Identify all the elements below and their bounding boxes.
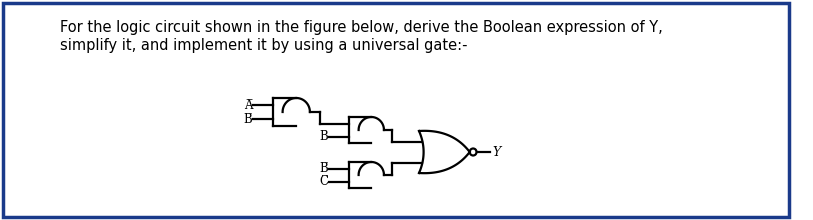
Text: For the logic circuit shown in the figure below, derive the Boolean expression o: For the logic circuit shown in the figur…	[60, 20, 663, 35]
Text: Y: Y	[492, 145, 500, 158]
Text: A̅: A̅	[244, 99, 252, 112]
Text: B̅: B̅	[320, 162, 328, 175]
Text: B̅: B̅	[244, 112, 252, 125]
Text: B: B	[320, 130, 328, 143]
Text: C̅: C̅	[320, 175, 328, 188]
Text: simplify it, and implement it by using a universal gate:-: simplify it, and implement it by using a…	[60, 38, 468, 53]
